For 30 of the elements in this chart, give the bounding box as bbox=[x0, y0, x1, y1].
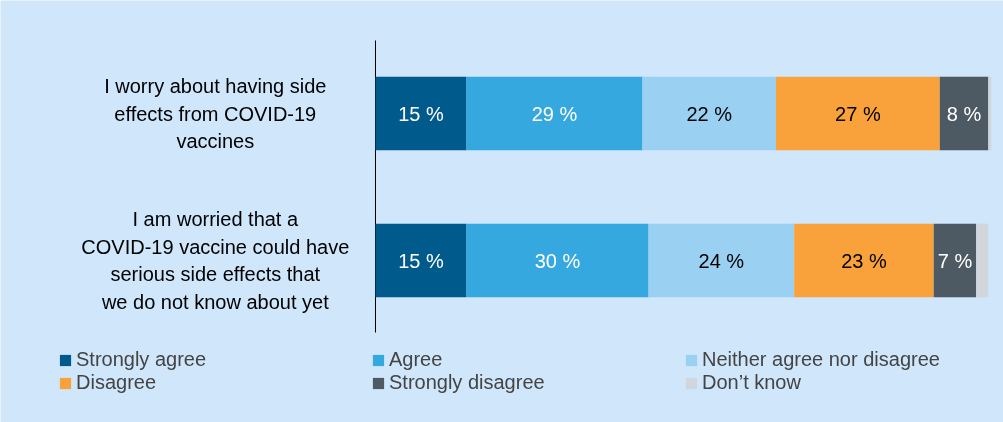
bar bbox=[375, 76, 467, 151]
bar bbox=[466, 223, 649, 298]
bar bbox=[988, 76, 992, 151]
data-label: 7 % bbox=[937, 249, 973, 272]
bar bbox=[648, 223, 795, 298]
bar bbox=[976, 223, 989, 298]
data-label: 27 % bbox=[835, 102, 881, 125]
data-label: 15 % bbox=[398, 102, 445, 125]
data-label: 22 % bbox=[686, 102, 733, 125]
legend-label: Don’t know bbox=[702, 371, 802, 394]
data-label: 23 % bbox=[841, 249, 887, 272]
bar bbox=[375, 223, 467, 298]
data-label: 24 % bbox=[698, 249, 745, 272]
y-tick-label: I worry about having side effects from COVID-19 vaccines bbox=[104, 75, 327, 153]
legend-label: Neither agree nor disagree bbox=[702, 348, 941, 371]
bar bbox=[466, 76, 643, 151]
legend-label: Disagree bbox=[76, 371, 158, 394]
y-tick-label: I am worried that a COVID-19 vaccine could have serious side effects that we do not know about yet bbox=[81, 208, 350, 313]
data-label: 15 % bbox=[398, 249, 445, 272]
legend-label: Agree bbox=[389, 348, 444, 371]
bar bbox=[933, 223, 977, 298]
legend-label: Strongly agree bbox=[76, 348, 208, 371]
bar bbox=[775, 76, 940, 151]
data-label: 30 % bbox=[534, 249, 581, 272]
legend-label: Strongly disagree bbox=[389, 371, 546, 394]
data-label: 8 % bbox=[946, 102, 982, 125]
bar bbox=[794, 223, 934, 298]
bar bbox=[939, 76, 989, 151]
bar bbox=[642, 76, 776, 151]
data-label: 29 % bbox=[531, 102, 578, 125]
